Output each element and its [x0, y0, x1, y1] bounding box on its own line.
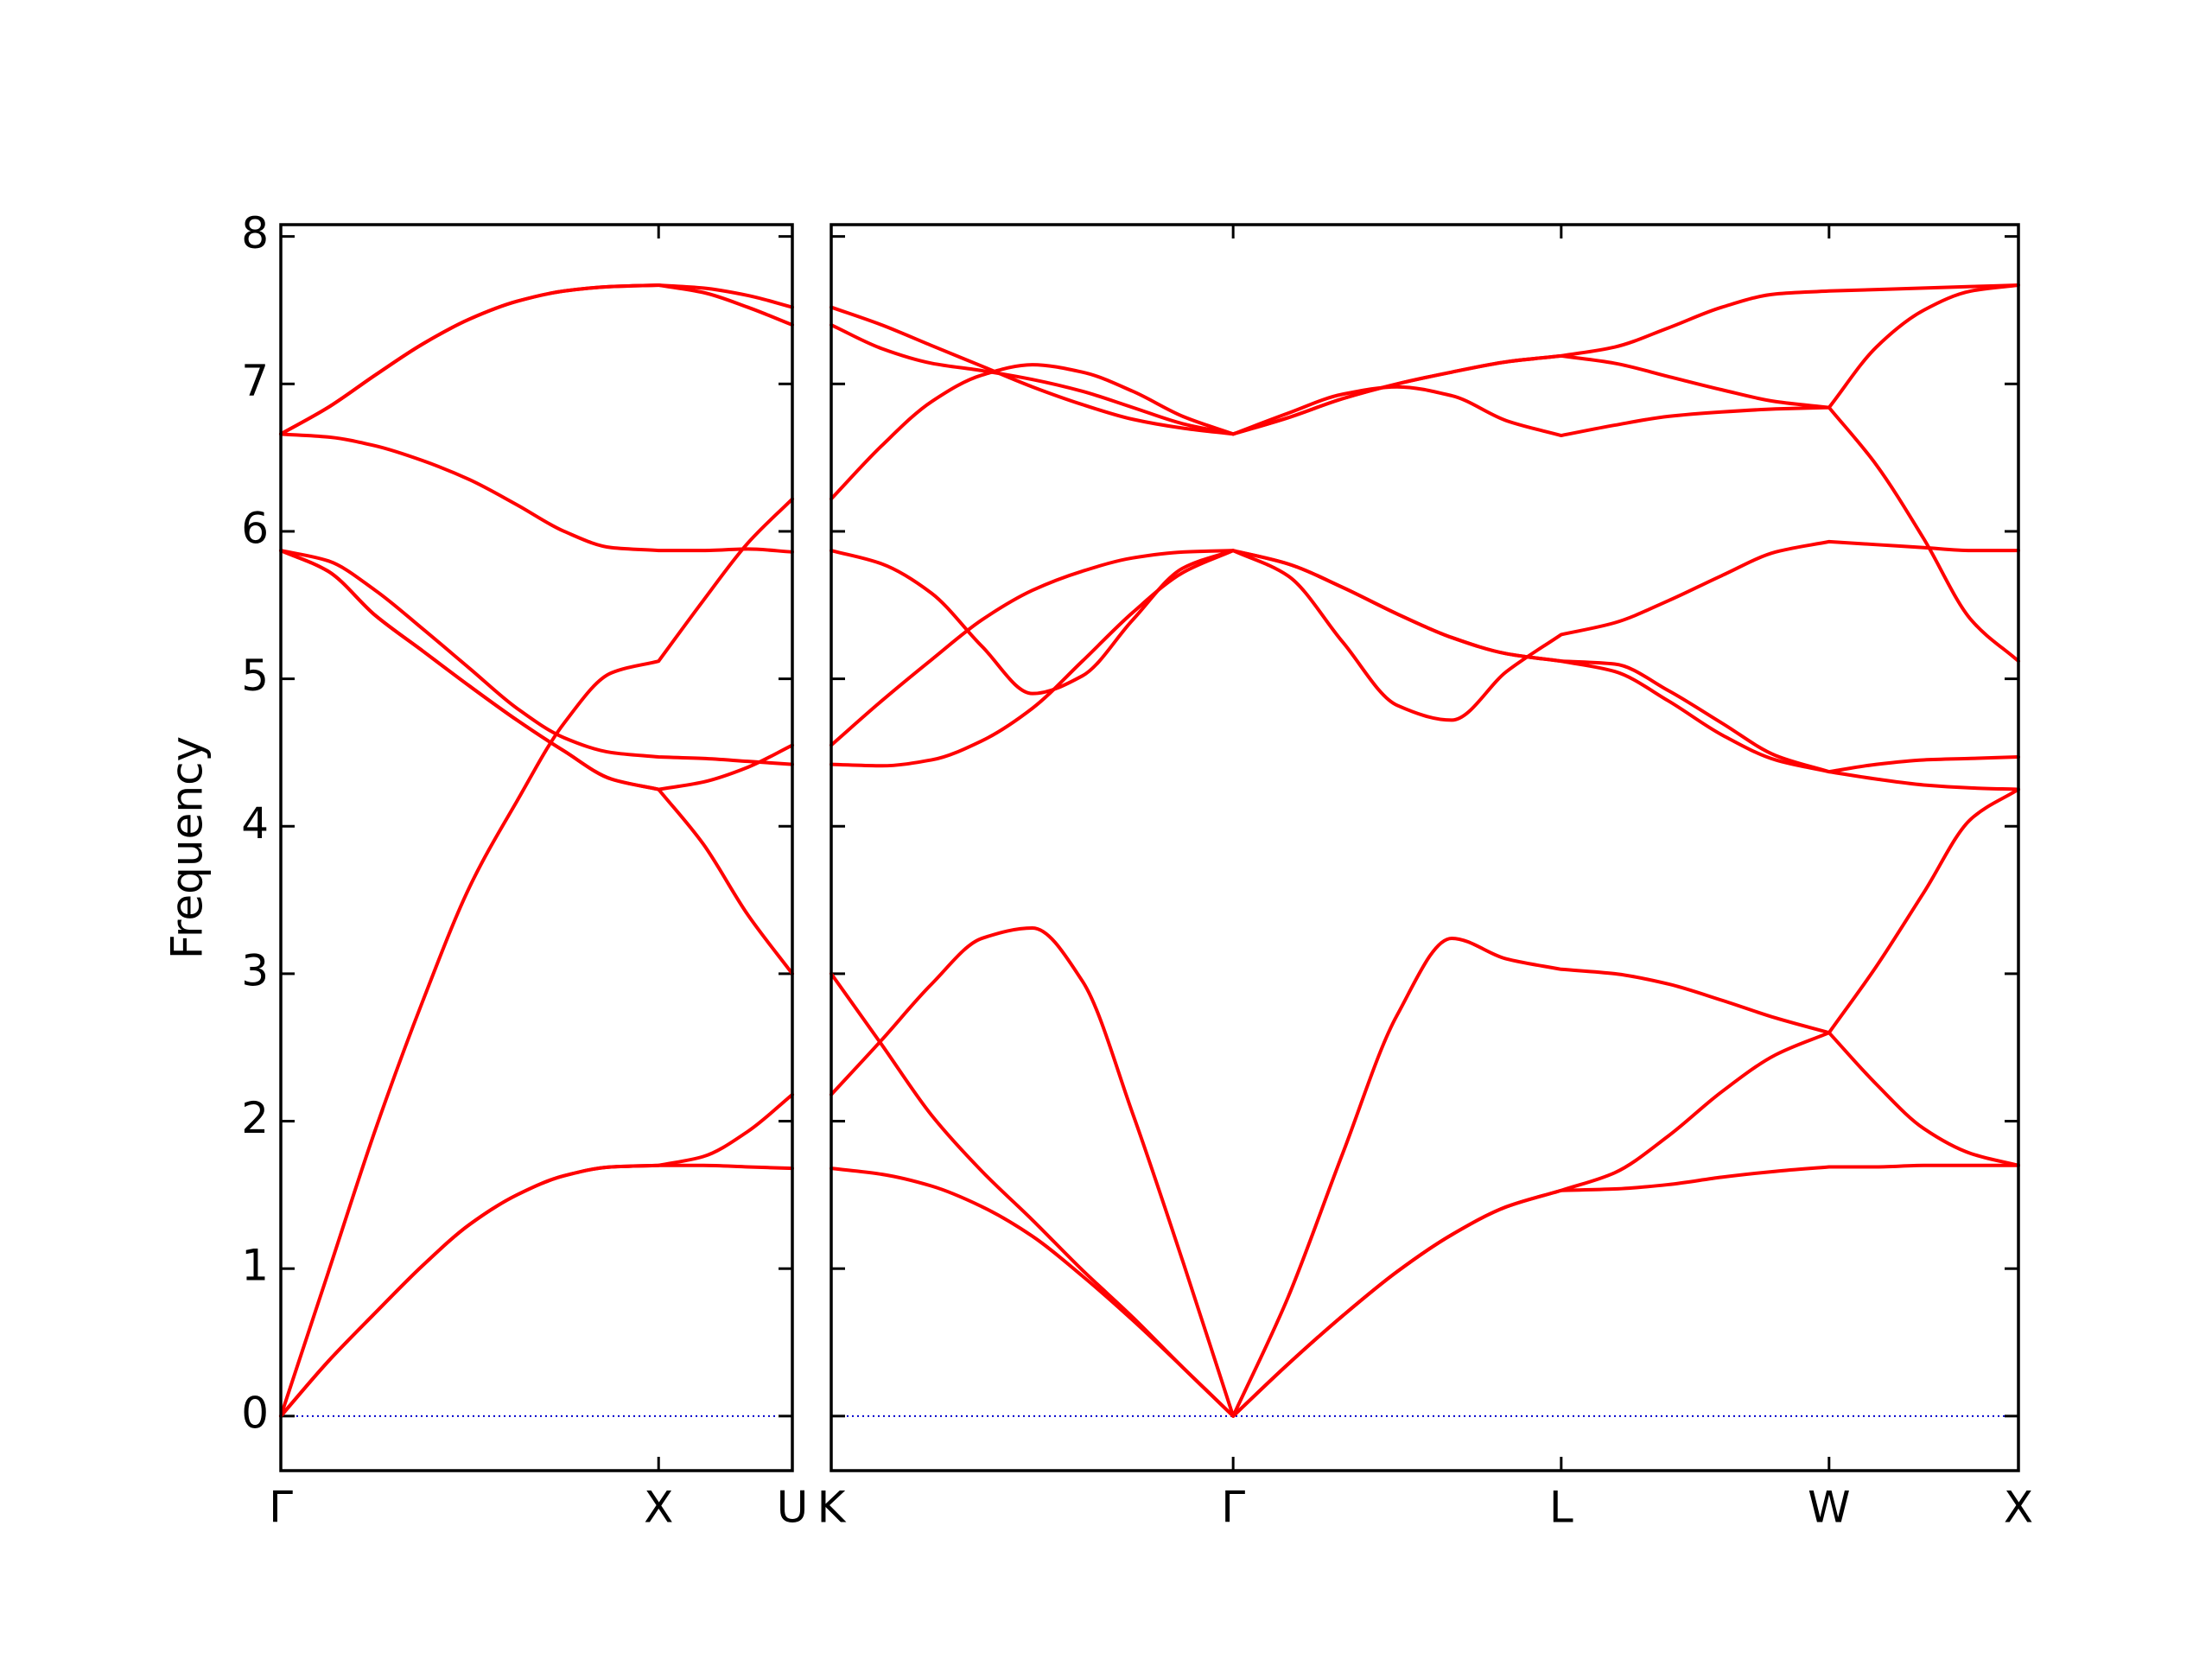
- y-tick-label: 6: [241, 503, 269, 553]
- x-tick-label: L: [1549, 1483, 1573, 1533]
- y-tick-label: 0: [241, 1388, 269, 1438]
- band-line: [279, 549, 794, 791]
- x-tick-label: X: [644, 1483, 673, 1533]
- plot-frame: [830, 223, 2020, 1472]
- x-tick-label: U: [777, 1483, 809, 1533]
- y-tick-label: 8: [241, 208, 269, 258]
- y-tick-label: 2: [241, 1093, 269, 1143]
- y-tick-label: 3: [241, 945, 269, 995]
- x-tick-label: Γ: [269, 1483, 293, 1533]
- y-tick-label: 1: [241, 1241, 269, 1291]
- band-line: [279, 497, 794, 1418]
- y-axis-label: Frequency: [162, 736, 213, 959]
- plot-frame: [279, 223, 794, 1472]
- y-tick-label: 5: [241, 651, 269, 701]
- band-line: [830, 363, 2020, 664]
- y-tick-label: 7: [241, 356, 269, 406]
- y-tick-label: 4: [241, 798, 269, 849]
- band-line: [279, 549, 794, 766]
- x-tick-label: Γ: [1221, 1483, 1245, 1533]
- band-line: [279, 1092, 794, 1418]
- x-tick-label: K: [817, 1483, 847, 1533]
- band-line: [830, 539, 2020, 722]
- band-line: [279, 432, 794, 554]
- x-tick-label: X: [2004, 1483, 2033, 1533]
- band-line: [279, 283, 794, 436]
- band-line: [830, 549, 2020, 774]
- band-line: [830, 283, 2020, 436]
- band-line: [830, 787, 2020, 1418]
- x-tick-label: W: [1808, 1483, 1850, 1533]
